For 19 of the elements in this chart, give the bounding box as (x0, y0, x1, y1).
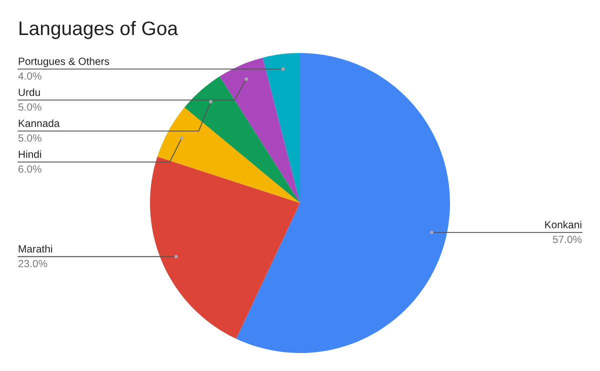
data-label: 23.0% (18, 260, 48, 268)
data-label: 4.0% (18, 72, 42, 80)
pie-slice (220, 58, 300, 203)
data-label: 6.0% (18, 165, 42, 173)
data-label: 57.0% (552, 236, 582, 244)
slice-label: Kannada (18, 119, 60, 128)
pie-slice (157, 107, 300, 203)
chart-title: Languages of Goa (20, 20, 178, 40)
slice-label: Portugues & Others (18, 57, 110, 68)
pie-slice (262, 53, 300, 203)
data-label: 5.0% (18, 103, 42, 111)
slice-label: Konkani (545, 220, 582, 228)
slice-label: Urdu (18, 88, 40, 96)
slice-label: Hindi (18, 150, 42, 158)
slice-label: Marathi (18, 244, 52, 253)
pie-slice (184, 76, 300, 203)
data-label: 5.0% (18, 134, 42, 142)
pie-slice (150, 156, 300, 339)
pie-slice (236, 53, 450, 353)
